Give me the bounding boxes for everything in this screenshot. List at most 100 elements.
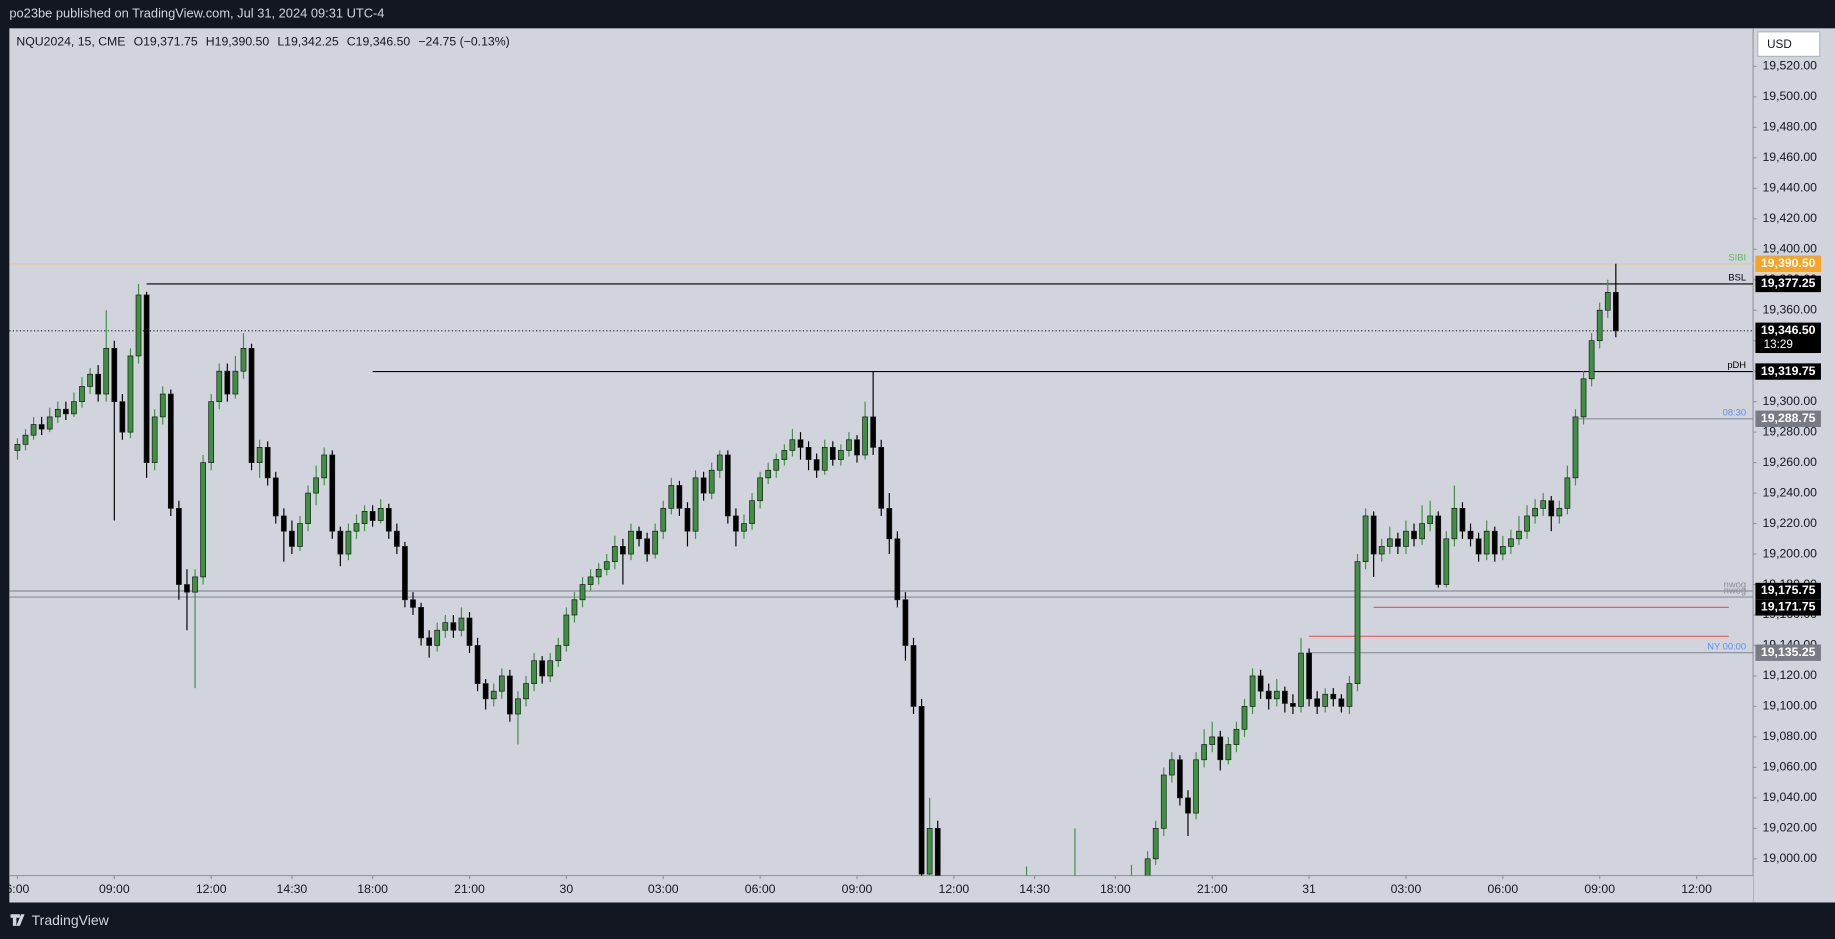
candle-body xyxy=(1435,515,1442,585)
candle-body xyxy=(1483,530,1490,555)
candle-body xyxy=(1564,477,1571,509)
level-label: 08:30 xyxy=(1723,407,1746,417)
candle-body xyxy=(765,469,772,479)
candle-body xyxy=(1290,703,1296,707)
candle-body xyxy=(644,538,650,555)
candle-body xyxy=(1443,538,1450,585)
y-tick-label: 19,200.00 xyxy=(1762,546,1817,560)
candle-body xyxy=(1516,530,1522,540)
x-tick-label: 21:00 xyxy=(1197,882,1228,896)
candle-body xyxy=(54,408,61,418)
y-tick-label: 19,480.00 xyxy=(1762,120,1817,134)
candle-body xyxy=(111,347,118,403)
y-tick-label: 19,020.00 xyxy=(1762,821,1817,835)
candle-body xyxy=(361,511,368,524)
candle-body xyxy=(531,660,537,684)
candle-body xyxy=(466,617,473,646)
candle-body xyxy=(1354,561,1361,684)
candle-body xyxy=(838,450,844,460)
x-tick-label: 09:00 xyxy=(1584,882,1615,896)
candle-body xyxy=(523,683,529,700)
candle-body xyxy=(595,568,602,578)
candle-body xyxy=(910,645,917,707)
y-tick-label: 19,500.00 xyxy=(1762,89,1817,103)
candle-body xyxy=(1346,683,1353,707)
candle-body xyxy=(805,447,812,460)
candle-body xyxy=(1160,774,1167,829)
candle-body xyxy=(1314,698,1321,707)
y-tick-label: 19,440.00 xyxy=(1762,181,1817,195)
y-tick-label: 19,420.00 xyxy=(1762,211,1817,225)
candle-body xyxy=(620,546,626,555)
candle-body xyxy=(636,530,642,540)
candle-body xyxy=(628,530,634,555)
candle-body xyxy=(1403,530,1409,547)
candle-body xyxy=(434,629,441,646)
candle-body xyxy=(1532,507,1538,517)
level-label: NY 00:00 xyxy=(1707,641,1746,651)
candle-body xyxy=(345,530,352,555)
candle-body xyxy=(1273,690,1280,700)
price-tag xyxy=(1755,275,1821,293)
price-tag-label: 19,390.50 xyxy=(1761,256,1816,270)
candle-body xyxy=(394,530,400,547)
candle-body xyxy=(458,617,465,631)
x-tick-label: 12:00 xyxy=(196,882,227,896)
candle-body xyxy=(579,584,586,601)
candle-body xyxy=(1459,507,1466,532)
candle-body xyxy=(208,401,215,463)
legend-low: L19,342.25 xyxy=(277,35,339,49)
candle-body xyxy=(1233,728,1240,745)
candle-body xyxy=(1185,797,1191,814)
y-tick-label: 19,220.00 xyxy=(1762,516,1817,530)
candle-body xyxy=(934,827,941,876)
candle-body xyxy=(918,706,925,875)
candle-body xyxy=(797,439,804,448)
candle-body xyxy=(1362,515,1369,563)
candle-body xyxy=(1370,515,1377,555)
price-tag xyxy=(1755,582,1821,600)
candle-body xyxy=(176,507,182,585)
candle-body xyxy=(1378,546,1385,555)
candle-body xyxy=(781,450,788,460)
candle-body xyxy=(353,523,360,532)
candle-body xyxy=(870,416,877,448)
y-tick-label: 19,240.00 xyxy=(1762,485,1817,499)
y-tick-label: 19,360.00 xyxy=(1762,302,1817,316)
y-tick-label: 19,300.00 xyxy=(1762,394,1817,408)
candle-body xyxy=(1451,507,1458,540)
candle-body xyxy=(474,645,481,684)
candle-body xyxy=(1338,698,1345,707)
candle-body xyxy=(1225,744,1232,761)
candle-body xyxy=(813,459,820,471)
candle-body xyxy=(1386,538,1393,547)
y-tick-label: 19,400.00 xyxy=(1762,242,1817,256)
candle-body xyxy=(377,507,384,521)
price-tag xyxy=(1755,599,1821,616)
x-tick-label: 31 xyxy=(1302,882,1316,896)
legend-symbol: NQU2024, 15, CME xyxy=(16,35,125,49)
brand: TradingView xyxy=(32,912,110,928)
candle-body xyxy=(668,485,675,509)
x-tick-label: 09:00 xyxy=(99,882,130,896)
candle-body xyxy=(426,637,432,646)
candle-body xyxy=(232,370,239,395)
candle-body xyxy=(1152,827,1159,860)
candle-body xyxy=(1580,378,1587,418)
x-tick-label: 09:00 xyxy=(842,882,873,896)
candle-body xyxy=(248,347,255,463)
candle-body xyxy=(1257,675,1264,692)
candle-body xyxy=(1491,530,1498,555)
candle-body xyxy=(515,698,521,715)
candle-body xyxy=(603,561,610,570)
candle-body xyxy=(1548,500,1555,517)
y-tick-label: 19,000.00 xyxy=(1762,851,1817,865)
candle-body xyxy=(1144,858,1151,876)
y-tick-label: 19,040.00 xyxy=(1762,790,1817,804)
candle-body xyxy=(272,477,279,517)
candles xyxy=(14,263,1619,876)
candle-body xyxy=(313,477,319,494)
candle-body xyxy=(587,576,594,585)
